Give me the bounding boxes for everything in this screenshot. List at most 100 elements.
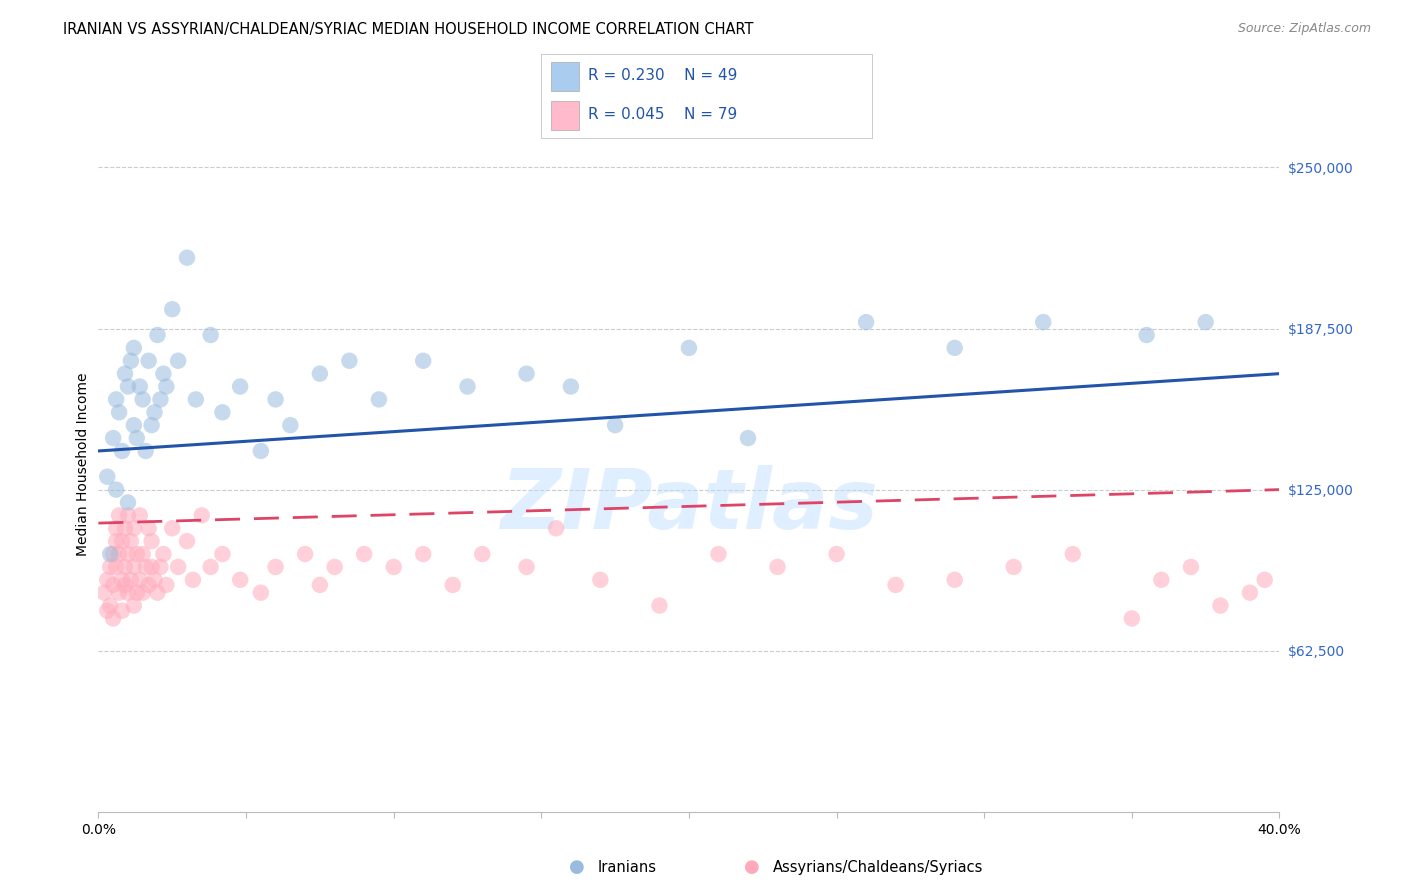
Point [105,392,128,407]
Point [105,560,128,574]
Point [105,534,128,549]
Point [149,560,172,574]
Point [200,328,222,343]
Point [96,604,118,618]
Point [111,604,134,618]
Point [353,547,375,561]
Point [117,495,139,509]
Point [264,560,287,574]
Point [128,573,150,587]
Point [1254,573,1277,587]
Point [323,560,346,574]
Point [737,431,759,445]
Point [108,585,131,599]
Point [589,573,612,587]
Point [278,418,302,433]
Point [98,560,121,574]
Point [117,585,139,599]
Point [884,578,907,592]
Point [943,341,966,355]
Point [825,547,848,561]
Point [181,573,204,587]
Point [98,599,121,613]
Point [117,547,139,561]
Point [309,578,332,592]
Point [141,534,163,549]
Point [120,534,142,549]
Point [125,585,148,599]
Point [149,392,172,407]
Bar [551,101,579,130]
Point [114,560,136,574]
Point [138,353,160,368]
Point [125,547,148,561]
Point [122,418,145,433]
Point [143,573,166,587]
Point [855,315,877,329]
Point [111,534,134,549]
Point [1135,328,1157,343]
Point [117,379,139,393]
Point [155,379,177,393]
Point [120,353,142,368]
Point [412,547,434,561]
Point [105,521,128,535]
Point [456,379,478,393]
Point [229,573,252,587]
Text: Source: ZipAtlas.com: Source: ZipAtlas.com [1237,22,1371,36]
Point [98,547,121,561]
Point [1062,547,1084,561]
Y-axis label: Median Household Income: Median Household Income [76,372,90,556]
Point [103,547,125,561]
Point [143,405,166,419]
Point [167,353,190,368]
Point [162,521,183,535]
Point [412,353,434,368]
Point [211,405,233,419]
Point [544,521,567,535]
Point [250,444,273,458]
Point [132,392,155,407]
Point [766,560,789,574]
Point [152,547,174,561]
Point [309,367,332,381]
Point [108,405,131,419]
Point [441,578,464,592]
Point [122,341,145,355]
Point [211,547,233,561]
Text: R = 0.045    N = 79: R = 0.045 N = 79 [588,107,737,122]
Text: ZIPatlas: ZIPatlas [501,465,877,546]
Point [128,379,150,393]
Point [132,547,155,561]
Point [167,560,190,574]
Point [191,508,214,523]
Point [229,379,252,393]
Point [141,418,163,433]
Bar [551,62,579,91]
Point [132,585,155,599]
Point [515,560,537,574]
Point [250,585,273,599]
Point [1150,573,1173,587]
Point [103,431,125,445]
Point [1180,560,1202,574]
Text: ●: ● [744,858,761,876]
Point [122,599,145,613]
Point [943,573,966,587]
Point [471,547,494,561]
Point [176,251,198,265]
Point [648,599,671,613]
Point [515,367,537,381]
Point [105,483,128,497]
Point [122,521,145,535]
Text: IRANIAN VS ASSYRIAN/CHALDEAN/SYRIAC MEDIAN HOUSEHOLD INCOME CORRELATION CHART: IRANIAN VS ASSYRIAN/CHALDEAN/SYRIAC MEDI… [63,22,754,37]
Point [1121,611,1143,625]
Point [120,573,142,587]
Point [138,521,160,535]
Point [560,379,582,393]
Point [1002,560,1025,574]
Point [135,444,157,458]
Point [678,341,700,355]
Text: Iranians: Iranians [598,860,657,874]
Point [176,534,198,549]
